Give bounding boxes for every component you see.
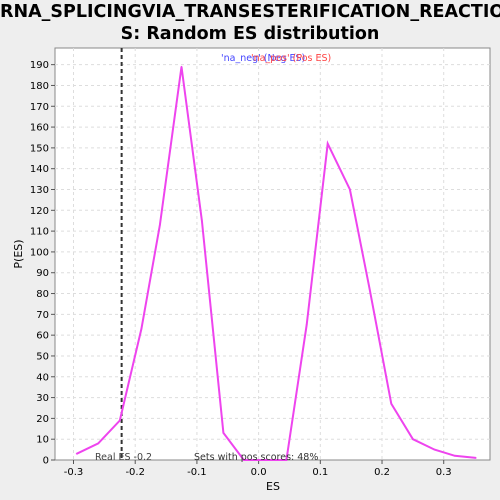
series-point <box>327 143 329 145</box>
series-point <box>119 420 121 422</box>
series-point <box>306 324 308 326</box>
y-tick-label: 170 <box>30 102 49 113</box>
x-tick-label: 0.3 <box>436 467 452 478</box>
y-tick-label: 80 <box>36 289 49 300</box>
y-tick-label: 180 <box>30 81 49 92</box>
y-tick-label: 150 <box>30 143 49 154</box>
x-tick-label: 0.0 <box>251 467 267 478</box>
y-axis-title: P(ES) <box>12 239 25 268</box>
x-tick-label: -0.3 <box>64 467 84 478</box>
y-tick-label: 100 <box>30 247 49 258</box>
pos-scores-annotation: Sets with pos scores: 48% <box>194 452 318 463</box>
series-point <box>434 449 436 451</box>
series-point <box>159 224 161 226</box>
x-tick-label: 0.2 <box>374 467 390 478</box>
y-tick-label: 10 <box>36 435 49 446</box>
y-tick-label: 50 <box>36 351 49 362</box>
x-axis-title: ES <box>266 480 280 493</box>
series-point <box>475 457 477 459</box>
series-point <box>412 438 414 440</box>
x-tick-label: -0.2 <box>125 467 145 478</box>
y-tick-label: 140 <box>30 164 49 175</box>
y-axis: 0 10 20 30 40 50 60 70 80 90 100 110 120 130 140 150 160… <box>30 60 55 466</box>
series-point <box>97 443 99 445</box>
series-point <box>141 328 143 330</box>
y-tick-label: 130 <box>30 185 49 196</box>
y-tick-label: 90 <box>36 268 49 279</box>
series-point <box>369 289 371 291</box>
y-tick-label: 30 <box>36 393 49 404</box>
y-tick-label: 40 <box>36 372 49 383</box>
series-point <box>349 189 351 191</box>
y-tick-label: 70 <box>36 310 49 321</box>
plot-area <box>55 48 490 460</box>
real-es-label: Real ES -0.2 <box>95 452 152 463</box>
y-tick-label: 20 <box>36 414 49 425</box>
y-tick-label: 190 <box>30 60 49 71</box>
y-tick-label: 120 <box>30 206 49 217</box>
series-point <box>390 403 392 405</box>
y-tick-label: 160 <box>30 123 49 134</box>
series-point <box>201 220 203 222</box>
legend-pos-label: 'na_pos' (Pos ES) <box>251 53 331 64</box>
x-tick-label: 0.1 <box>312 467 328 478</box>
y-tick-label: 60 <box>36 331 49 342</box>
x-tick-label: -0.1 <box>187 467 207 478</box>
series-point <box>181 66 183 68</box>
series-point <box>454 455 456 457</box>
series-point <box>223 432 225 434</box>
y-tick-label: 0 <box>43 456 49 467</box>
series-point <box>76 453 78 455</box>
y-tick-label: 110 <box>30 227 49 238</box>
